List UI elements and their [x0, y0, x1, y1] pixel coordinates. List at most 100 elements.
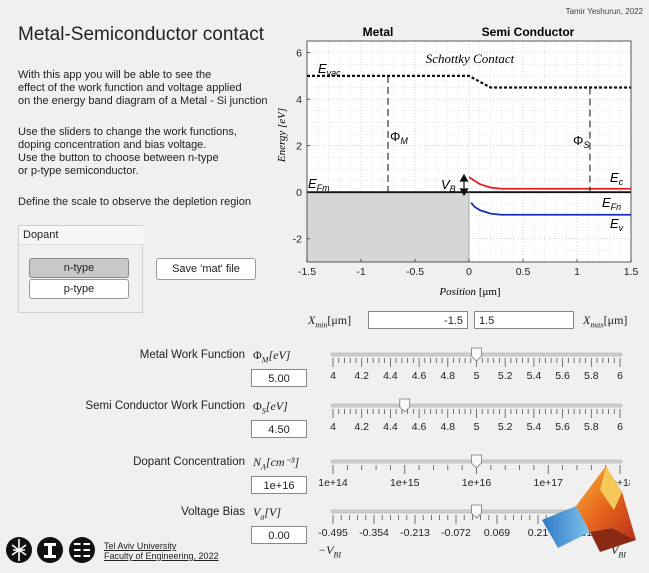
x-tick-label: -1.5	[298, 266, 316, 278]
vb-arrow	[459, 173, 469, 197]
vbi-min-label: −VBI	[318, 543, 341, 560]
x-tick-label: -1	[356, 266, 365, 278]
slider-tick-label: 5.8	[584, 421, 599, 433]
x-axis-label: Position [μm]	[438, 286, 500, 298]
voltage-bias-value-input[interactable]: 0.00	[251, 526, 307, 544]
slider-thumb[interactable]	[471, 454, 482, 469]
slider-tick-label: 5	[474, 421, 480, 433]
semiconductor-region-label: Semi Conductor	[482, 25, 575, 39]
slider-tick-label: 4.4	[383, 421, 398, 433]
metal-work-function-symbol: ΦM[eV]	[253, 348, 291, 365]
slider-tick-label: 5.4	[527, 421, 542, 433]
slider-tick-label: 6	[617, 421, 623, 433]
semiconductor-work-function-symbol: ΦS[eV]	[253, 399, 288, 416]
slider-thumb[interactable]	[471, 347, 482, 362]
slider-tick-label: 4	[330, 370, 336, 382]
app-title: Metal-Semiconductor contact	[18, 24, 265, 45]
x-tick-label: 1	[574, 266, 580, 278]
ec-label: Ec	[610, 170, 624, 187]
schottky-contact-label: Schottky Contact	[426, 51, 515, 66]
footer-credit[interactable]: Tel Aviv University Faculty of Engineeri…	[104, 541, 219, 561]
slider-tick-label: 4.6	[412, 421, 427, 433]
engineering-logo-icon	[69, 537, 95, 563]
slider-thumb[interactable]	[471, 504, 482, 519]
xmin-label: Xmin[μm]	[308, 313, 352, 330]
efn-label: EFn	[602, 195, 621, 212]
slider-tick-label: 4.4	[383, 370, 398, 382]
xmax-input[interactable]: 1.5	[474, 311, 574, 329]
x-tick-label: 0.5	[516, 266, 531, 278]
p-type-toggle-button[interactable]: p-type	[29, 279, 129, 299]
slider-tick-label: 0.069	[484, 527, 510, 539]
scale-hint: Define the scale to observe the depletio…	[18, 196, 251, 208]
metal-region-label: Metal	[363, 25, 394, 39]
y-axis-label: Energy [eV]	[276, 108, 288, 163]
slider-tick-label: 4.2	[354, 370, 369, 382]
slider-tick-label: -0.495	[318, 527, 348, 539]
slider-tick-label: 5.6	[555, 370, 570, 382]
semiconductor-work-function-label: Semi Conductor Work Function	[85, 400, 245, 412]
y-tick-label: 4	[296, 94, 302, 106]
slider-tick-label: 5.4	[527, 370, 542, 382]
instructions: Use the sliders to change the work funct…	[18, 126, 237, 178]
semiconductor-work-function-slider[interactable]: 4 4.2 4.4 4.6 4.8 5 5.2 5.4 5.6 5.8 6	[310, 397, 630, 447]
slider-tick-label: 6	[617, 370, 623, 382]
metal-work-function-label: Metal Work Function	[139, 349, 245, 361]
voltage-bias-label: Voltage Bias	[181, 506, 245, 518]
save-mat-file-button[interactable]: Save 'mat' file	[156, 258, 256, 280]
slider-tick-label: 5.6	[555, 421, 570, 433]
metal-work-function-value-input[interactable]: 5.00	[251, 369, 307, 387]
y-tick-label: 0	[296, 187, 302, 199]
dopant-panel: Dopant n-type p-type	[18, 225, 144, 313]
footer-line[interactable]: Tel Aviv University	[104, 541, 177, 551]
slider-tick-label: 5	[474, 370, 480, 382]
n-type-toggle-button[interactable]: n-type	[29, 258, 129, 278]
conduction-band-line	[468, 176, 631, 190]
efm-label: EFm	[308, 176, 330, 193]
slider-tick-label: 1e+14	[318, 477, 348, 489]
description-line: on the energy band diagram of a Metal - …	[18, 95, 268, 107]
slider-tick-label: 5.8	[584, 370, 599, 382]
slider-tick-label: 0.21	[528, 527, 549, 539]
author-credit: Tamir Yeshurun, 2022	[565, 7, 643, 16]
instruction-line: Use the sliders to change the work funct…	[18, 126, 237, 138]
slider-tick-label: 1e+17	[534, 477, 564, 489]
x-tick-label: -0.5	[406, 266, 424, 278]
slider-tick-label: 5.2	[498, 421, 513, 433]
plot-markers	[387, 75, 591, 193]
slider-tick-label: -0.213	[400, 527, 430, 539]
x-tick-label: 0	[466, 266, 472, 278]
metal-work-function-slider[interactable]: 4 4.2 4.4 4.6 4.8 5 5.2 5.4 5.6 5.8 6	[310, 346, 630, 396]
xmax-label: Xmax[μm]	[583, 313, 628, 330]
band-diagram-plot: -1.5 -1 -0.5 0 0.5 1 1.5 6 4 2 0 -2 Metal Semi Cond…	[276, 25, 639, 298]
semiconductor-work-function-value-input[interactable]: 4.50	[251, 420, 307, 438]
instruction-line: Use the button to choose between n-type	[18, 152, 219, 164]
slider-thumb[interactable]	[399, 398, 411, 413]
dopant-concentration-value-input[interactable]: 1e+16	[251, 476, 307, 494]
vb-label: VB	[441, 177, 456, 194]
footer-line[interactable]: Faculty of Engineering, 2022	[104, 551, 219, 561]
y-tick-label: 6	[296, 48, 302, 60]
evac-label: Evac	[318, 61, 341, 78]
matlab-logo-icon	[542, 466, 636, 552]
slider-track[interactable]	[330, 403, 623, 408]
slider-tick-label: 5.2	[498, 370, 513, 382]
ev-label: Ev	[610, 216, 624, 233]
voltage-bias-symbol: Va[V]	[253, 505, 282, 522]
dopant-panel-title: Dopant	[19, 226, 144, 245]
slider-tick-label: 4.6	[412, 370, 427, 382]
phi-s-label: ΦS	[573, 133, 589, 150]
description-line: With this app you will be able to see th…	[18, 69, 212, 81]
plot-ticks: -1.5 -1 -0.5 0 0.5 1 1.5 6 4 2 0 -2	[293, 48, 639, 278]
slider-tick-label: 1e+16	[462, 477, 492, 489]
description-line: effect of the work function and voltage …	[18, 82, 242, 94]
slider-tick-label: 4.8	[440, 421, 455, 433]
slider-tick-label: 1e+15	[390, 477, 420, 489]
phi-m-label: ΦM	[390, 129, 408, 146]
y-tick-label: -2	[293, 234, 302, 246]
xmin-input[interactable]: -1.5	[368, 311, 468, 329]
slider-tick-label: -0.072	[441, 527, 471, 539]
slider-tick-label: 4.2	[354, 421, 369, 433]
slider-tick-label: 4.8	[440, 370, 455, 382]
